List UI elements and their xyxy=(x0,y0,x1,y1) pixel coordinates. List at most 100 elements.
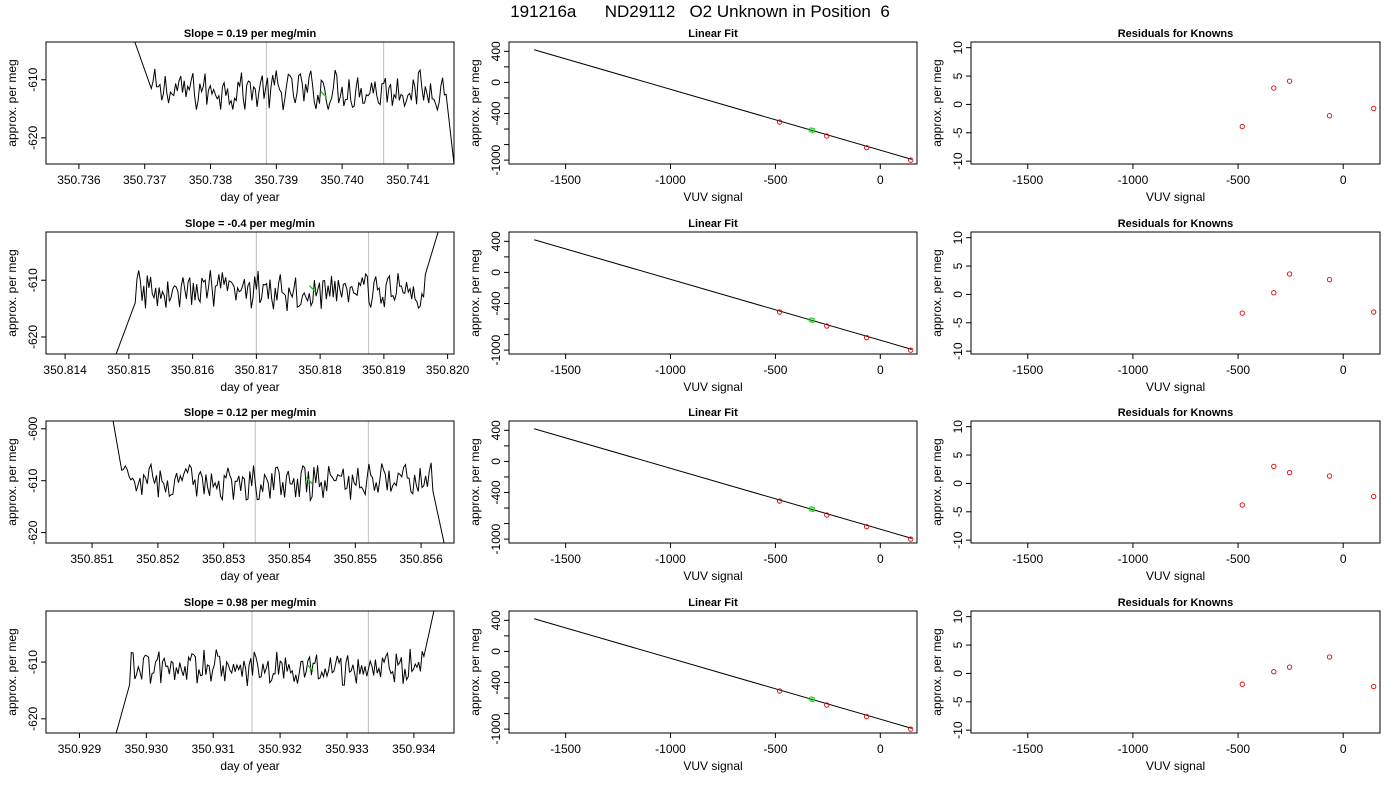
x-tick-label: -500 xyxy=(1226,363,1250,377)
y-axis-label: approx. per meg xyxy=(468,628,482,715)
signal-trace xyxy=(115,232,439,354)
plot-frame xyxy=(508,420,918,544)
y-axis-label: approx. per meg xyxy=(5,249,19,336)
panel-title: Linear Fit xyxy=(688,407,738,419)
x-tick-label: 350.736 xyxy=(57,173,101,187)
residual-point xyxy=(1326,113,1333,119)
x-axis-label: VUV signal xyxy=(683,190,742,204)
panel-title: Residuals for Knowns xyxy=(1118,28,1234,40)
x-tick-label: -1500 xyxy=(550,552,581,566)
y-tick-label: 10 xyxy=(951,420,965,434)
y-tick-label: 0 xyxy=(489,458,503,465)
x-tick-label: 350.815 xyxy=(107,363,151,377)
y-tick-label: 0 xyxy=(951,101,965,108)
x-axis-label: VUV signal xyxy=(1146,190,1205,204)
y-axis-label: approx. per meg xyxy=(930,249,944,336)
unknown-marker xyxy=(320,90,328,98)
y-tick-label: -10 xyxy=(951,152,965,170)
residual-point xyxy=(1371,683,1377,690)
x-tick-label: 350.740 xyxy=(320,173,364,187)
plot-frame xyxy=(45,41,455,165)
y-tick-label: 0 xyxy=(489,269,503,276)
y-tick-label: -5 xyxy=(951,127,965,138)
residual-point xyxy=(1271,85,1277,91)
panel-trace-row-2: Slope = -0.4 per meg/min 350.814 350.815 35… xyxy=(5,218,470,394)
x-axis-label: day of year xyxy=(220,380,279,394)
x-tick-label: -500 xyxy=(1226,552,1250,566)
residual-point xyxy=(1326,277,1333,283)
x-tick-label: -500 xyxy=(763,552,787,566)
known-point xyxy=(824,133,830,139)
x-tick-label: 350.934 xyxy=(392,742,436,756)
x-tick-label: 0 xyxy=(1340,173,1347,187)
x-tick-label: -1500 xyxy=(1012,552,1043,566)
y-axis-label: approx. per meg xyxy=(5,628,19,715)
y-tick-label: 0 xyxy=(951,670,965,677)
plot-area xyxy=(534,428,914,542)
residual-point xyxy=(1286,664,1293,670)
y-tick-label: 0 xyxy=(489,79,503,86)
y-tick-label: -1000 xyxy=(489,523,503,554)
y-tick-label: 400 xyxy=(489,420,503,440)
known-point xyxy=(908,726,914,732)
plot-frame xyxy=(508,231,918,355)
x-tick-label: 350.737 xyxy=(123,173,167,187)
y-tick-label: -620 xyxy=(26,520,40,544)
plot-frame xyxy=(508,41,918,165)
x-tick-label: -1000 xyxy=(1118,552,1149,566)
y-tick-label: 5 xyxy=(951,641,965,648)
x-tick-label: 350.738 xyxy=(189,173,233,187)
y-axis-label: approx. per meg xyxy=(930,438,944,525)
plot-area xyxy=(115,232,439,354)
y-tick-label: 10 xyxy=(951,610,965,624)
y-tick-label: -1000 xyxy=(489,334,503,365)
x-axis-label: day of year xyxy=(220,759,279,773)
x-tick-label: 0 xyxy=(877,363,884,377)
known-point xyxy=(864,145,870,151)
y-tick-label: -10 xyxy=(951,342,965,360)
fit-line xyxy=(534,239,912,350)
residual-point xyxy=(1371,105,1377,112)
x-tick-label: 350.851 xyxy=(70,552,114,566)
fit-line xyxy=(534,49,912,160)
x-tick-label: 350.854 xyxy=(268,552,312,566)
known-point xyxy=(824,702,830,708)
x-tick-label: 350.818 xyxy=(298,363,342,377)
y-tick-label: -610 xyxy=(26,468,40,492)
y-axis-label: approx. per meg xyxy=(468,59,482,146)
x-axis-label: VUV signal xyxy=(1146,380,1205,394)
y-tick-label: -400 xyxy=(489,101,503,125)
residual-point xyxy=(1371,309,1377,315)
x-tick-label: -1000 xyxy=(655,552,686,566)
plot-frame xyxy=(970,41,1381,165)
panel-title: Slope = 0.12 per meg/min xyxy=(184,407,317,419)
panel-title: Residuals for Knowns xyxy=(1118,597,1234,609)
residual-point xyxy=(1239,502,1245,508)
y-tick-label: -620 xyxy=(26,706,40,730)
panel-title: Linear Fit xyxy=(688,218,738,230)
x-tick-label: 350.852 xyxy=(136,552,180,566)
unknown-point xyxy=(810,506,816,513)
known-point xyxy=(824,323,830,329)
residual-point xyxy=(1286,271,1293,277)
y-axis-label: approx. per meg xyxy=(5,438,19,525)
unknown-marker xyxy=(308,285,317,293)
y-tick-label: -1000 xyxy=(489,144,503,175)
plot-frame xyxy=(45,231,455,355)
plot-area xyxy=(534,239,914,353)
x-tick-label: 350.930 xyxy=(125,742,169,756)
y-tick-label: -5 xyxy=(951,317,965,328)
x-tick-label: 350.929 xyxy=(58,742,102,756)
x-tick-label: -1500 xyxy=(1012,742,1043,756)
panel-residuals-row-3: Residuals for Knowns -1500 -1000 -500 0 10 5 0 -… xyxy=(930,407,1381,583)
known-point xyxy=(776,688,783,694)
panel-title: Residuals for Knowns xyxy=(1118,407,1234,419)
x-tick-label: 350.819 xyxy=(362,363,406,377)
panel-fit-row-4: Linear Fit -1500 -1000 -500 0 400 0 -400 -1000 VU… xyxy=(468,597,918,773)
panel-title: Linear Fit xyxy=(688,597,738,609)
x-tick-label: 0 xyxy=(1340,552,1347,566)
page-title: 191216a ND29112 O2 Unknown in Position 6 xyxy=(510,2,890,21)
x-tick-label: 350.853 xyxy=(202,552,246,566)
panel-residuals-row-1: Residuals for Knowns -1500 -1000 -500 0 10 5 0 -… xyxy=(930,28,1381,204)
x-axis-label: VUV signal xyxy=(683,759,742,773)
